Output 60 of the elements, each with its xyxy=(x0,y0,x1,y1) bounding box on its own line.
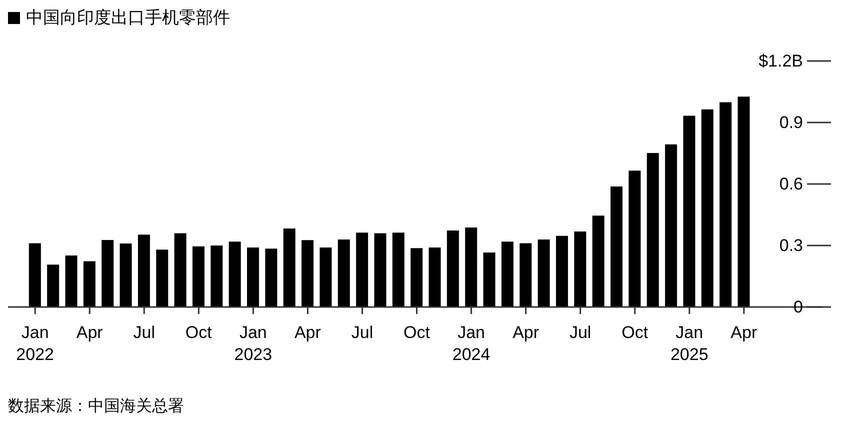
bar xyxy=(501,242,514,307)
bar xyxy=(556,236,568,307)
bar xyxy=(228,242,241,307)
bar xyxy=(520,243,532,307)
bar xyxy=(483,252,496,307)
x-tick-label: Apr xyxy=(512,323,540,342)
bar xyxy=(392,232,404,307)
x-tick-label: Jan 2022 xyxy=(16,323,54,364)
bar xyxy=(665,144,678,307)
bar xyxy=(174,233,186,307)
bar xyxy=(247,248,260,307)
bar xyxy=(374,233,386,307)
bar xyxy=(428,248,441,307)
bar xyxy=(465,227,478,307)
bar xyxy=(720,102,732,307)
bar xyxy=(320,248,332,307)
bar xyxy=(410,248,423,307)
bar xyxy=(156,250,168,307)
x-tick-label: Oct xyxy=(622,323,648,342)
bar xyxy=(265,248,278,307)
bar xyxy=(283,228,296,307)
y-tick-label: 0.3 xyxy=(779,236,803,255)
x-tick-label: Jul xyxy=(351,323,374,342)
bar xyxy=(138,234,150,307)
bar xyxy=(683,116,696,307)
x-tick-label: Oct xyxy=(185,323,212,342)
bar xyxy=(28,243,41,307)
bar xyxy=(610,186,623,307)
bar xyxy=(338,240,350,307)
bar xyxy=(738,96,750,307)
legend-label: 中国向印度出口手机零部件 xyxy=(26,7,230,29)
x-tick-label: Oct xyxy=(404,323,430,342)
x-tick-label: Jan 2023 xyxy=(234,323,272,364)
x-tick-label: Apr xyxy=(76,323,104,342)
y-tick-label: $1.2B xyxy=(758,52,803,70)
x-tick-label: Jan 2024 xyxy=(452,323,490,364)
bar xyxy=(65,256,78,307)
bar xyxy=(356,232,368,307)
bar xyxy=(446,230,459,307)
bar xyxy=(83,261,96,307)
bar xyxy=(538,240,550,307)
bar xyxy=(646,153,659,307)
x-tick-label: Apr xyxy=(730,323,758,342)
bar xyxy=(102,240,114,307)
bar xyxy=(701,109,714,307)
bar xyxy=(120,243,132,307)
y-tick-label: 0.9 xyxy=(779,113,803,132)
bar xyxy=(47,264,60,307)
bar xyxy=(628,170,641,307)
bar xyxy=(192,246,204,307)
source-note: 数据来源：中国海关总署 xyxy=(8,396,184,417)
bar xyxy=(210,246,223,307)
x-tick-label: Jul xyxy=(569,323,592,342)
x-tick-label: Apr xyxy=(294,323,322,342)
bar xyxy=(592,216,604,307)
y-tick-label: 0.6 xyxy=(779,174,803,194)
bar xyxy=(574,232,586,307)
x-tick-label: Jan 2025 xyxy=(670,323,708,364)
bar xyxy=(302,240,314,307)
x-tick-label: Jul xyxy=(133,323,156,342)
